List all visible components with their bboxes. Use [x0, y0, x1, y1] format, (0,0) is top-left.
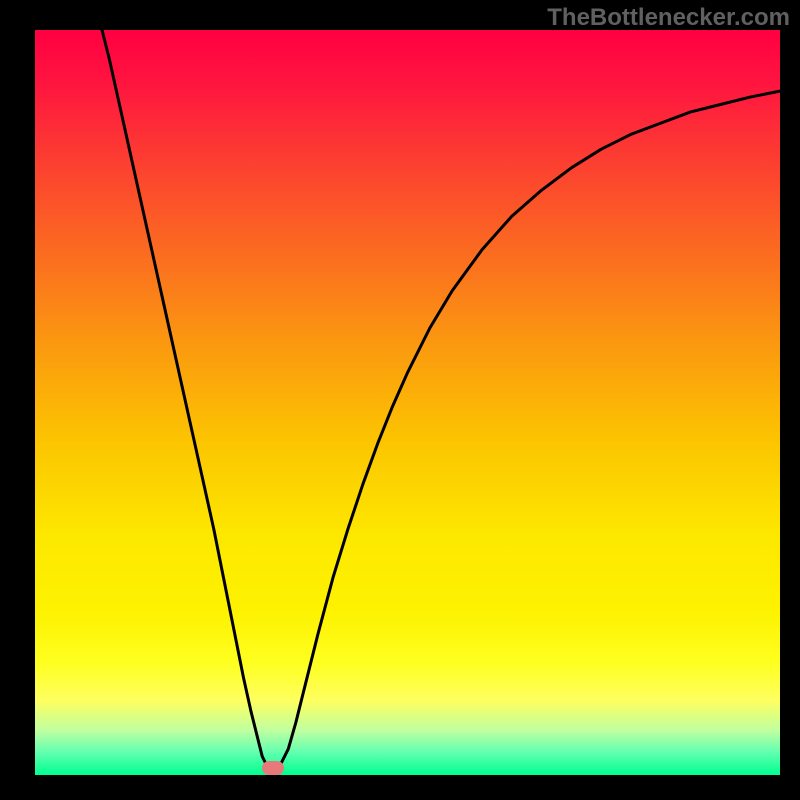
optimum-marker	[262, 761, 284, 775]
watermark-text: TheBottlenecker.com	[547, 4, 790, 32]
plot-area	[35, 30, 780, 775]
curve-svg	[35, 30, 780, 775]
bottleneck-curve	[102, 30, 780, 768]
chart-container: TheBottlenecker.com	[0, 0, 800, 800]
